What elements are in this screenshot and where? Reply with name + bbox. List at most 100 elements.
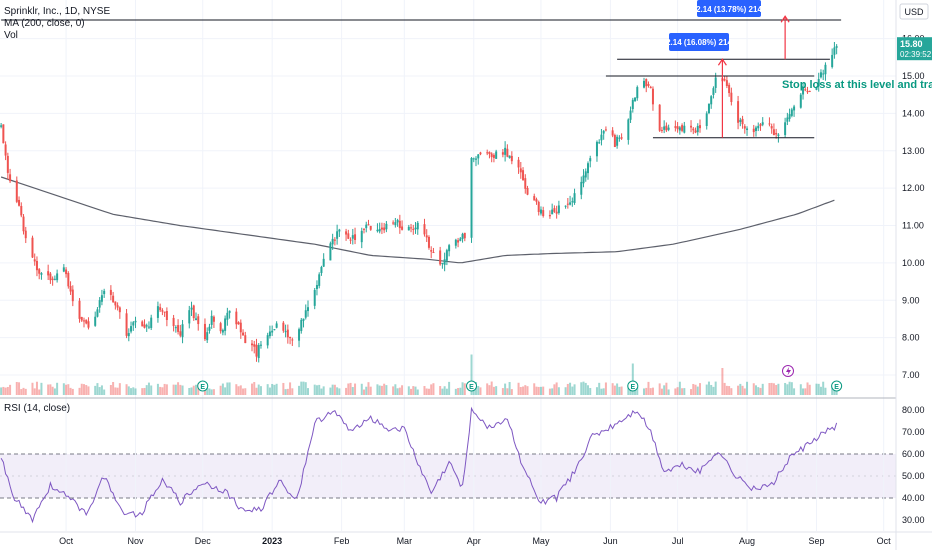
measure-label-2-bg[interactable] (697, 0, 761, 17)
volume-bar (799, 384, 802, 395)
volume-bar (492, 386, 495, 395)
candle-body (788, 114, 791, 119)
earnings-marker-circle[interactable] (627, 380, 639, 392)
volume-legend[interactable]: Vol (4, 30, 18, 41)
earnings-marker-circle[interactable] (831, 380, 843, 392)
volume-bar (78, 387, 81, 395)
stop-loss-annotation[interactable]: Stop loss at this level and trap (782, 79, 932, 91)
volume-bar (4, 387, 7, 395)
ma-legend[interactable]: MA (200, close, 0) (4, 18, 85, 29)
volume-bar (743, 388, 746, 395)
measure-label-1[interactable]: 2.14 (16.08%) 214 (666, 33, 732, 51)
volume-bar (430, 384, 433, 395)
candle-body (163, 311, 166, 313)
volume-bar (347, 383, 350, 395)
measure-arrow-head[interactable] (780, 15, 790, 23)
volume-bar (542, 386, 545, 395)
volume-bar (537, 386, 540, 395)
volume-bar (114, 387, 117, 395)
volume-bar (425, 388, 428, 395)
earnings-marker[interactable]: E (466, 380, 478, 392)
rsi-legend[interactable]: RSI (14, close) (4, 403, 70, 414)
candle-body (806, 90, 809, 93)
measure-label-1-bg[interactable] (669, 33, 729, 51)
candle-body (425, 235, 428, 238)
candle-body (566, 203, 569, 205)
measure-label-2[interactable]: 2.14 (13.78%) 214 (696, 0, 762, 17)
volume-bar (365, 386, 368, 395)
candle-body (423, 224, 426, 235)
candle-body (741, 118, 744, 125)
candle-body (349, 239, 352, 241)
candle-body (253, 344, 256, 347)
earnings-marker-letter: E (200, 384, 205, 391)
volume-bar (367, 382, 370, 395)
candle-body (24, 230, 27, 239)
candle-body (522, 170, 525, 181)
candle-body (755, 127, 757, 132)
candle-body (539, 209, 542, 214)
volume-bar (548, 388, 551, 395)
candle-body (739, 119, 742, 122)
candle-body (336, 231, 339, 239)
candle-body (602, 130, 605, 134)
volume-bar (363, 389, 365, 395)
volume-bar (132, 387, 135, 395)
earnings-marker-circle[interactable] (466, 380, 478, 392)
candle-body (495, 151, 498, 159)
volume-bar (707, 381, 710, 395)
candle-body (439, 250, 442, 265)
candle-body (177, 325, 180, 332)
rsi-tick-label: 50.00 (902, 471, 925, 481)
volume-bar (598, 382, 601, 395)
volume-bar (432, 383, 435, 395)
volume-bar (710, 384, 713, 395)
candle-body (412, 228, 415, 230)
candle-body (109, 289, 112, 295)
volume-bar (479, 387, 482, 395)
candle-body (589, 158, 592, 162)
candle-body (786, 117, 789, 122)
volume-bar (219, 385, 222, 395)
volume-bar (130, 388, 133, 395)
volume-bar (580, 382, 583, 395)
candle-body (219, 323, 222, 332)
candle-body (647, 83, 650, 86)
currency-button-frame[interactable] (899, 3, 929, 20)
volume-bar (172, 384, 175, 395)
alert-icon[interactable] (782, 365, 794, 377)
earnings-marker[interactable]: E (831, 380, 843, 392)
earnings-marker[interactable]: E (197, 380, 209, 392)
candle-body (730, 92, 733, 103)
candle-body (71, 289, 74, 302)
candle-body (103, 290, 106, 295)
candle-body (369, 225, 372, 230)
candle-body (441, 262, 444, 264)
candle-body (161, 310, 164, 312)
measure-arrow-head[interactable] (717, 58, 727, 66)
rsi-layer (0, 406, 838, 524)
candle-body (737, 101, 740, 123)
volume-bar (320, 388, 323, 395)
currency-label[interactable]: USD (904, 7, 924, 17)
candle-body (454, 239, 457, 246)
earnings-marker-circle[interactable] (197, 380, 209, 392)
ma-200-line[interactable] (0, 176, 835, 264)
candle-body (0, 125, 3, 127)
volume-bar (179, 384, 182, 395)
volume-bar (9, 384, 12, 395)
earnings-marker[interactable]: E (627, 380, 639, 392)
time-tick-label: May (532, 536, 550, 546)
candle-body (125, 313, 128, 336)
volume-bar (24, 388, 27, 395)
volume-bar (522, 386, 525, 395)
rsi-line[interactable] (0, 406, 838, 524)
volume-bar (712, 386, 715, 395)
candle-body (132, 322, 135, 326)
candle-body (244, 335, 247, 344)
candle-body (304, 310, 307, 318)
volume-bar (595, 387, 598, 395)
volume-bar (551, 388, 554, 395)
currency-button[interactable]: USD (899, 3, 929, 20)
